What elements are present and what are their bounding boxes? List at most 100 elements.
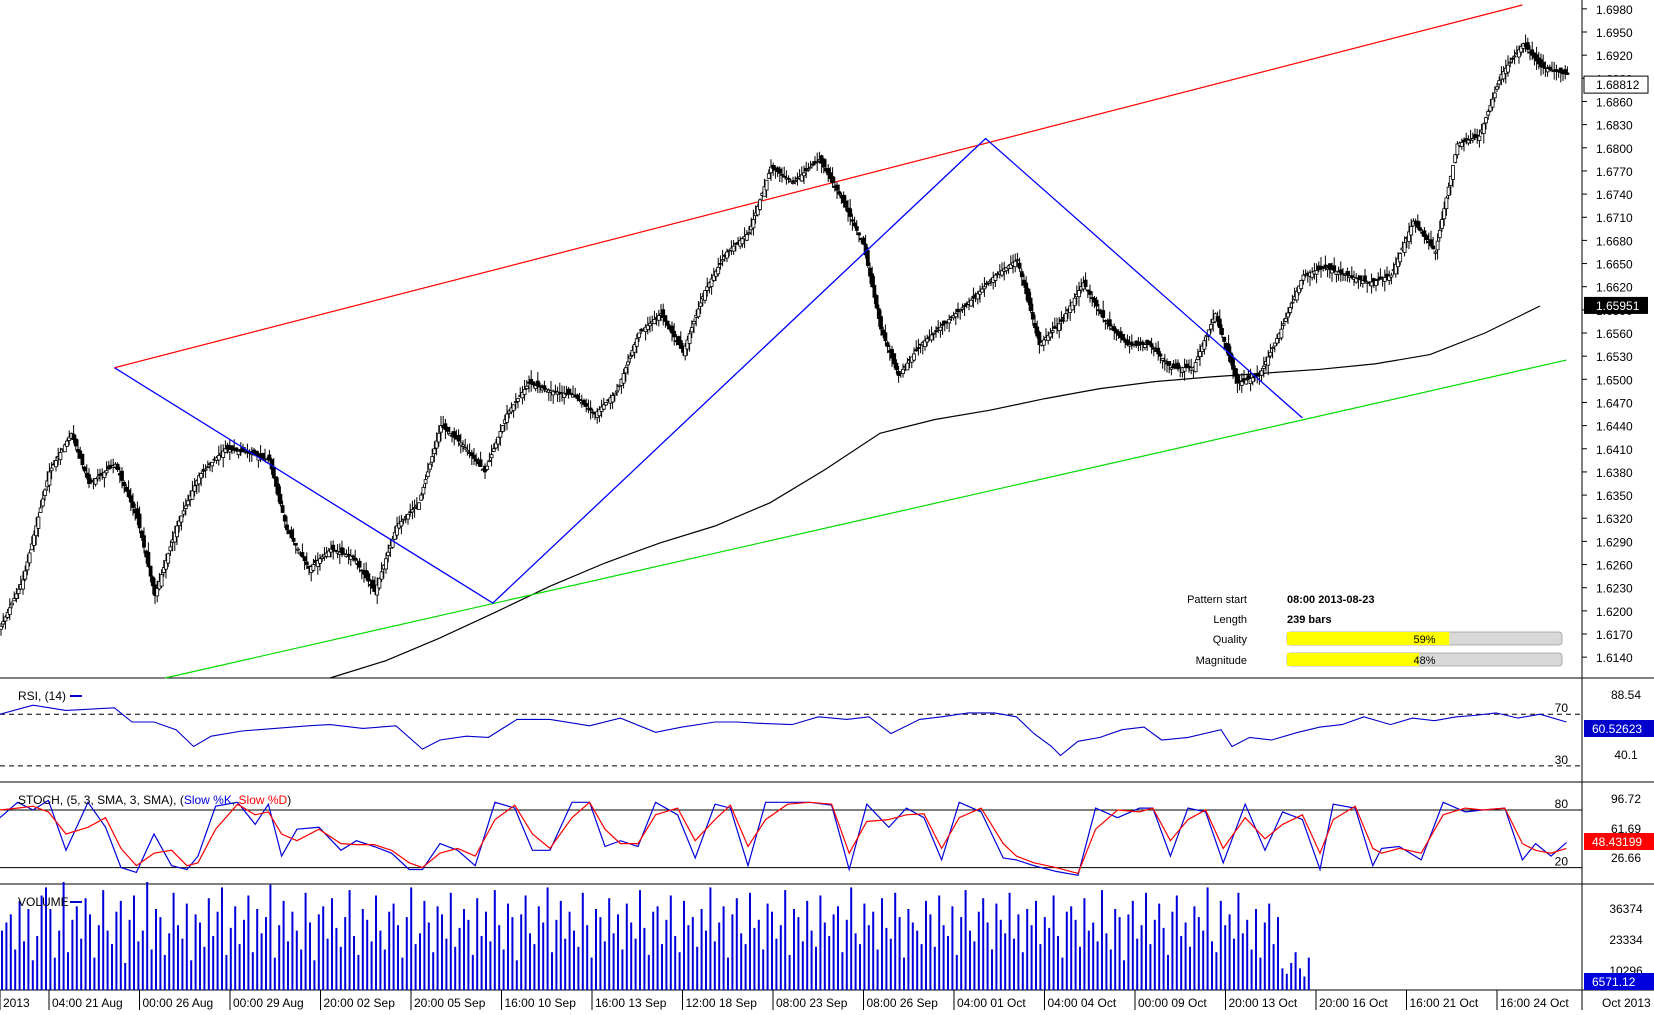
candle-body bbox=[960, 307, 965, 310]
volume-bar bbox=[1215, 952, 1218, 990]
candle-body bbox=[656, 315, 661, 321]
volume-bar bbox=[234, 906, 237, 990]
candle-body bbox=[320, 556, 325, 559]
candle-body bbox=[975, 293, 980, 300]
candle-body bbox=[562, 392, 567, 398]
candle-body bbox=[1501, 70, 1506, 80]
candle-body bbox=[126, 489, 131, 498]
ma-value-box bbox=[1584, 296, 1648, 314]
volume-bar bbox=[278, 925, 281, 990]
volume-bar bbox=[238, 944, 241, 990]
volume-bar bbox=[1131, 900, 1134, 990]
candle-body bbox=[799, 174, 804, 182]
time-label: 20:00 05 Sep bbox=[414, 996, 486, 1010]
volume-bar bbox=[823, 922, 826, 990]
candle-body bbox=[203, 468, 208, 471]
price-tick-label: 1.6860 bbox=[1596, 95, 1633, 109]
rsi-current-label: 60.52623 bbox=[1592, 722, 1642, 736]
volume-bar bbox=[696, 946, 699, 990]
current-price-box bbox=[1583, 75, 1649, 94]
volume-bar bbox=[423, 900, 426, 990]
candle-body bbox=[348, 555, 353, 560]
volume-bar bbox=[819, 895, 822, 990]
candle-body bbox=[36, 516, 41, 529]
volume-bar bbox=[608, 898, 611, 990]
volume-bar bbox=[1087, 930, 1090, 990]
candle-body bbox=[1037, 331, 1042, 345]
volume-bar bbox=[590, 957, 593, 990]
candle-body bbox=[216, 455, 221, 461]
volume-bar bbox=[1158, 903, 1161, 990]
volume-bar bbox=[410, 887, 413, 990]
candle-body bbox=[1530, 49, 1535, 56]
price-tick-label: 1.6440 bbox=[1596, 420, 1633, 434]
candle-body bbox=[1030, 312, 1035, 320]
candle-body bbox=[1132, 344, 1136, 346]
candle-body bbox=[1484, 117, 1488, 124]
time-label: 12:00 18 Sep bbox=[686, 996, 758, 1010]
candle-body bbox=[1283, 317, 1288, 322]
candle-body bbox=[25, 561, 30, 571]
candle-body bbox=[5, 611, 10, 618]
volume-bar bbox=[392, 903, 395, 990]
volume-bar bbox=[335, 927, 338, 990]
candle-body bbox=[447, 432, 452, 436]
candle-body bbox=[289, 529, 294, 538]
candle-body bbox=[410, 509, 415, 513]
candle-body bbox=[1332, 265, 1337, 271]
candle-body bbox=[830, 176, 835, 183]
candle-body bbox=[1294, 290, 1299, 301]
candle-body bbox=[861, 237, 866, 245]
candle-body bbox=[1169, 367, 1174, 370]
time-label: 00:00 26 Aug bbox=[143, 996, 214, 1010]
candle-body bbox=[1112, 326, 1117, 332]
volume-bar bbox=[163, 954, 166, 990]
candle-body bbox=[1041, 339, 1046, 346]
candle-body bbox=[1094, 299, 1099, 307]
info-bar-text: 59% bbox=[1413, 634, 1435, 646]
volume-bar bbox=[643, 927, 646, 990]
candle-body bbox=[1290, 301, 1295, 304]
candle-body bbox=[872, 284, 877, 298]
candle-body bbox=[291, 537, 296, 542]
volume-bar bbox=[577, 946, 580, 990]
candle-body bbox=[850, 219, 855, 222]
price-panel: 1.69801.69501.69201.68901.68601.68301.68… bbox=[0, 3, 1649, 679]
candle-body bbox=[879, 316, 883, 330]
candle-body bbox=[452, 431, 457, 438]
volume-bar bbox=[419, 933, 421, 990]
candle-body bbox=[421, 486, 426, 495]
volume-bar bbox=[881, 898, 883, 990]
volume-tick-label: 23334 bbox=[1609, 933, 1643, 947]
volume-bar bbox=[190, 960, 193, 990]
candle-body bbox=[1101, 310, 1106, 318]
stoch-legend-sep: , bbox=[173, 793, 180, 807]
volume-bar bbox=[507, 903, 509, 990]
candle-body bbox=[1393, 263, 1398, 275]
candle-body bbox=[401, 518, 406, 521]
candle-body bbox=[648, 322, 652, 327]
time-label: 16:00 13 Sep bbox=[595, 996, 667, 1010]
candle-body bbox=[192, 485, 197, 492]
volume-bar bbox=[977, 911, 980, 990]
candle-body bbox=[199, 473, 204, 479]
rsi-current-box bbox=[1584, 720, 1654, 737]
volume-bar bbox=[97, 925, 100, 990]
volume-bar bbox=[744, 944, 747, 990]
candle-body bbox=[12, 598, 17, 602]
candle-body bbox=[1209, 324, 1213, 330]
candle-body bbox=[1127, 344, 1132, 347]
volume-bar bbox=[203, 946, 206, 990]
candle-body bbox=[511, 404, 516, 411]
candle-body bbox=[230, 445, 234, 451]
candle-body bbox=[423, 479, 428, 484]
candle-body bbox=[432, 448, 437, 455]
volume-bar bbox=[1136, 938, 1139, 990]
volume-bar bbox=[938, 895, 941, 990]
volume-bar bbox=[89, 914, 91, 990]
candle-body bbox=[38, 507, 43, 513]
price-tick-label: 1.6530 bbox=[1596, 350, 1633, 364]
candle-body bbox=[223, 448, 228, 453]
volume-bar bbox=[366, 919, 369, 990]
